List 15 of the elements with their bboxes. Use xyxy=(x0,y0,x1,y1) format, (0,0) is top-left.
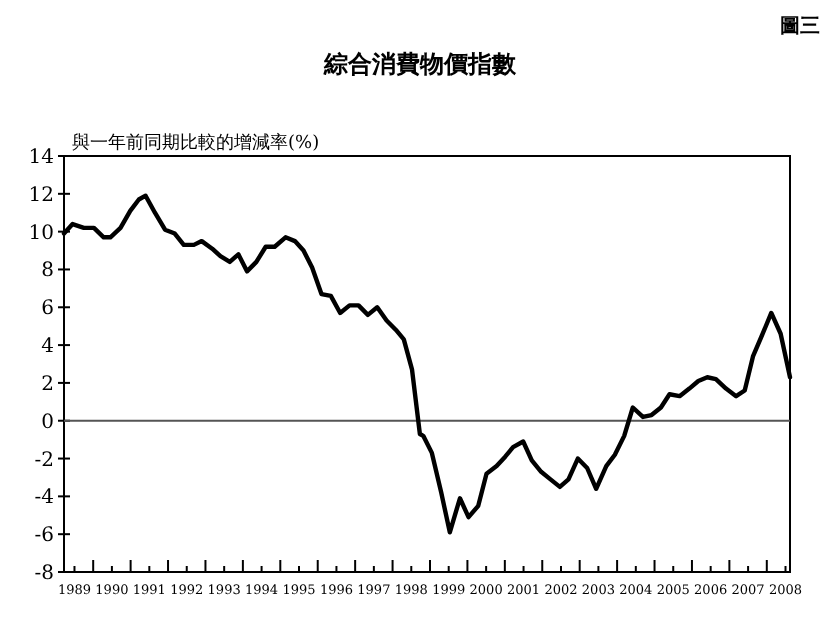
ytick: 14 xyxy=(28,147,54,169)
ytick: 4 xyxy=(41,336,54,359)
ytick: -2 xyxy=(34,449,54,472)
ylabel: 與一年前同期比較的增減率(%) xyxy=(72,134,320,154)
ytick: 12 xyxy=(28,184,54,207)
title: 綜合消費物價指數 xyxy=(324,50,516,78)
ytick: 8 xyxy=(41,260,54,283)
annotation: 圖三 xyxy=(780,16,820,38)
ytick: 0 xyxy=(41,411,54,434)
ytick: -4 xyxy=(34,487,54,510)
ytick: 10 xyxy=(28,222,54,245)
ytick: -6 xyxy=(34,525,54,548)
ytick: -8 xyxy=(34,563,54,585)
ytick: 6 xyxy=(41,298,54,321)
ytick: 2 xyxy=(41,373,54,396)
